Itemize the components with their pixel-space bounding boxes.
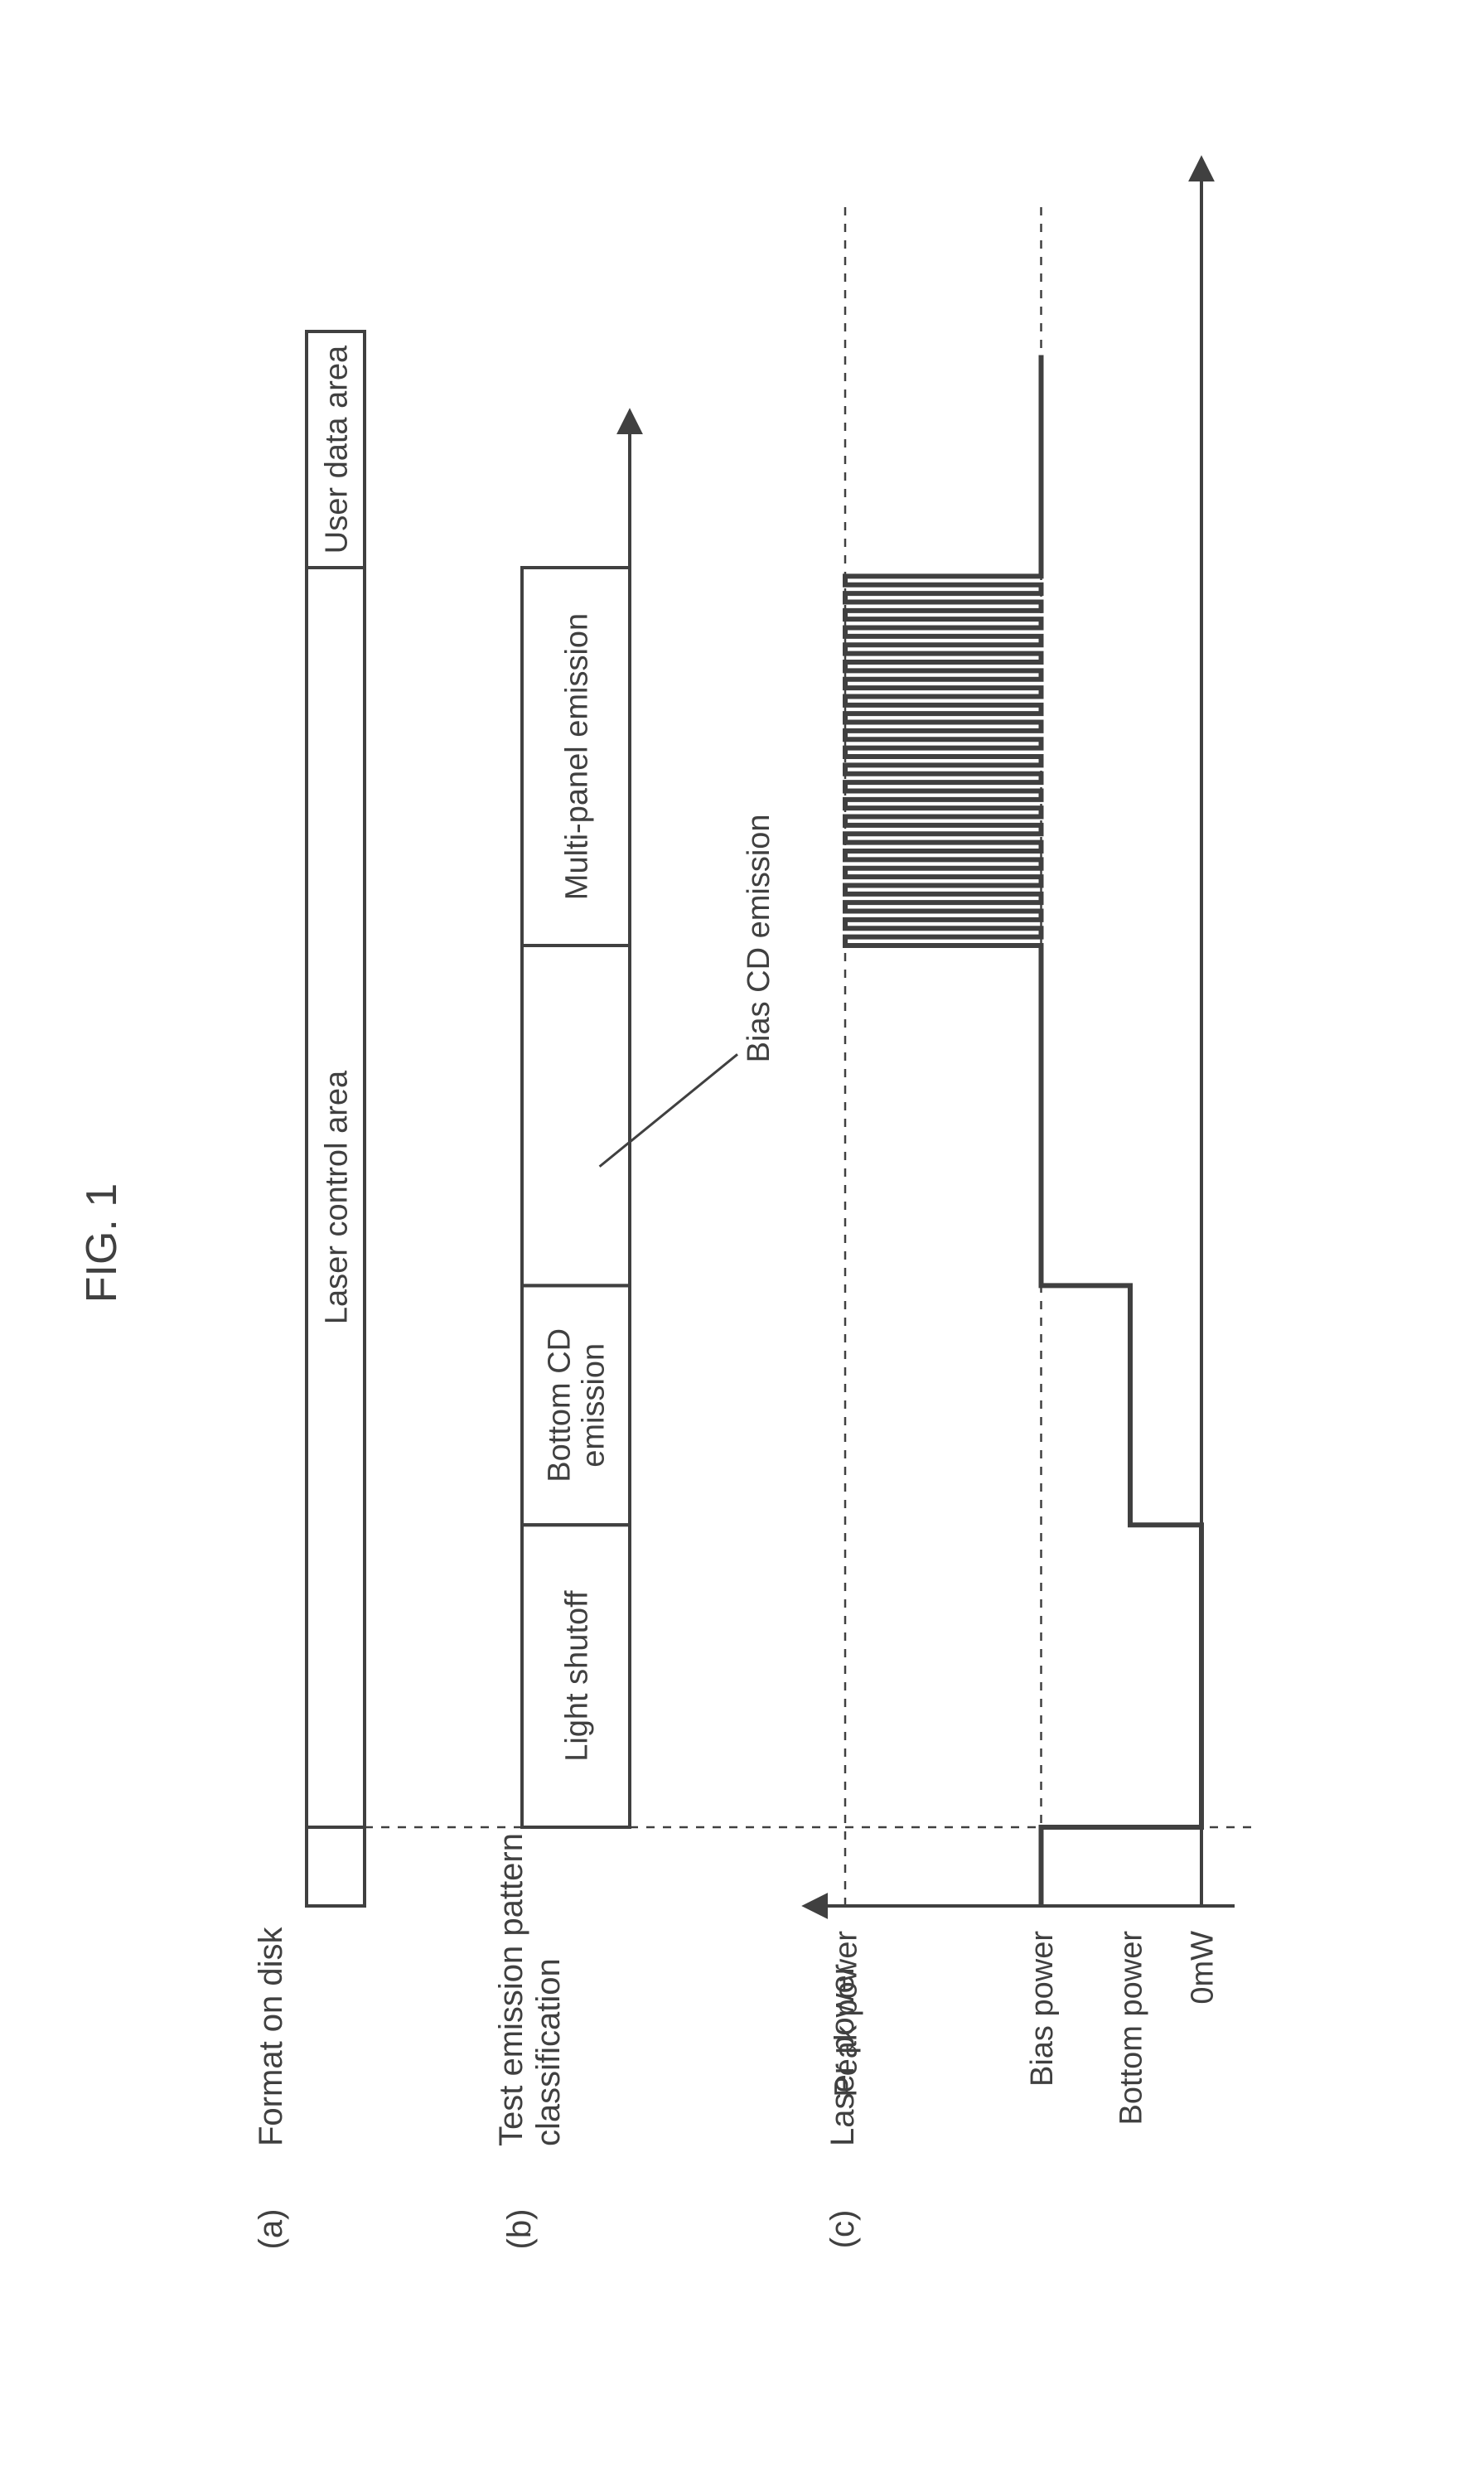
power-level-label-bias: Bias power (1025, 1931, 1060, 2087)
emission-cell-label-light_shutoff: Light shutoff (559, 1590, 594, 1762)
row-letter-a: (a) (253, 2209, 289, 2250)
row-letter-b: (b) (501, 2209, 538, 2250)
figure-svg: FIG. 1 (a) Format on disk Laser control are… (0, 0, 1484, 2486)
rotated-wrapper: FIG. 1 (a) Format on disk Laser control are… (0, 0, 1484, 2486)
format-cell-label-user_data: User data area (319, 345, 354, 554)
power-level-label-bottom: Bottom power (1114, 1931, 1148, 2126)
bias-cd-leader (600, 1054, 737, 1166)
format-cell-label-laser_control: Laser control area (319, 1070, 354, 1324)
emission-cell-label-bottom_cd: Bottom CDemission (542, 1328, 611, 1482)
row-a-label: Format on disk (253, 1926, 289, 2146)
power-level-label-peak: Peak power (829, 1931, 863, 2097)
power-level-label-zero: 0mW (1185, 1931, 1220, 2005)
bias-cd-leader-label: Bias CD emission (742, 814, 776, 1062)
figure-title: FIG. 1 (78, 1183, 126, 1303)
laser-power-trace (845, 355, 1201, 1907)
emission-cell-label-multi_panel: Multi-panel emission (559, 613, 594, 900)
row-letter-c: (c) (824, 2210, 861, 2249)
row-b-label: Test emission patternclassification (493, 1833, 567, 2146)
format-cell-prefix (307, 1827, 365, 1906)
emission-cell-bias_cd (522, 946, 630, 1285)
